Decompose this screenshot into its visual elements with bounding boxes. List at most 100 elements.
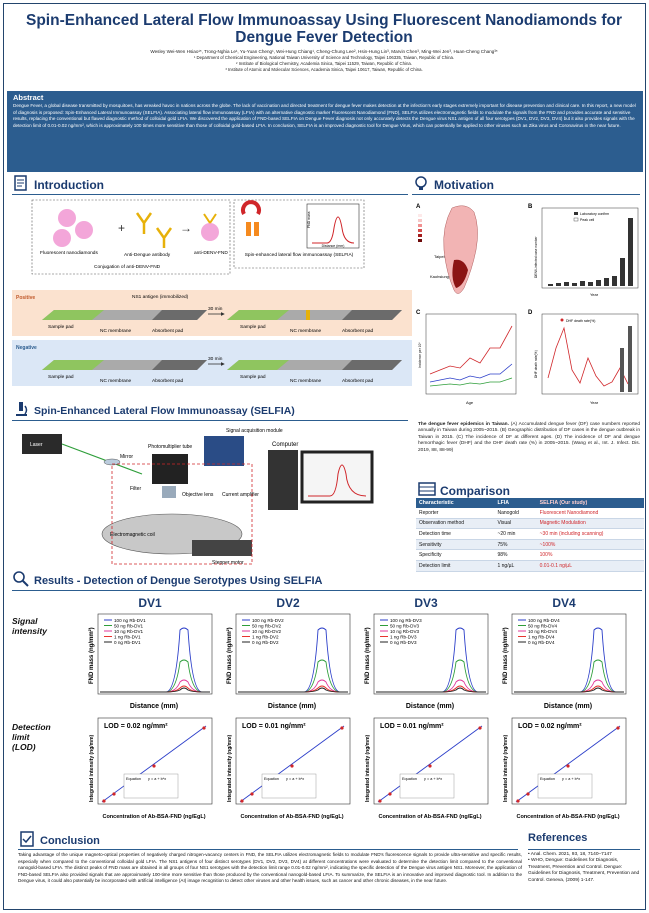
signal-plot-dv3: Distance (mm) FND mass (ng/mm²) 100 ng Rb-… [364,613,489,710]
panel-d-label: D [528,310,533,316]
lod-point [478,726,482,730]
equation-text: y = a + b*x [562,777,580,781]
poster: Spin-Enhanced Lateral Flow Immunoassay U… [3,3,646,910]
signal-series-line [514,687,624,693]
lod-point [250,792,254,796]
selfia-setup-diagram: Laser Mirror Photomultiplier tube Signal… [22,428,374,566]
panel-b-bars [548,218,633,286]
col-selfia: SELFIA (Our study) [536,498,644,508]
time-label-positive: 30 min [208,306,223,312]
sample-pad-label: Sample pad [48,324,74,330]
introduction-rule [12,194,408,195]
lod-point [290,764,294,768]
panel-c-xlabel: Age [466,400,474,405]
signal-plot-dv4: Distance (mm) FND mass (ng/mm²) 100 ng Rb-… [502,613,627,710]
selfia-inset-label: Spin-enhanced lateral flow immunoassay (… [245,252,354,258]
panel-b-ylabel: DENV-infected case number [534,236,538,278]
lod-plot-dv1: LOD = 0.02 ng/mm² Equation y = a + b*x Conc… [89,717,213,820]
mirror-label: Mirror [120,454,133,460]
table-row: Detection limit 1 ng/µL 0.01-0.1 ng/µL [416,560,644,572]
lod-point [428,764,432,768]
lightbulb-gear-icon [412,174,430,195]
col-characteristic: Characteristic [416,498,495,508]
stepper-label: Stepper motor [212,560,244,566]
signal-x-label: Distance (mm) [268,703,316,710]
motivation-heading-text: Motivation [434,177,494,192]
lod-point [202,726,206,730]
results-heading-text: Results - Detection of Dengue Serotypes … [34,574,323,587]
legend-entry: 1 ng Rb-DV1 [114,635,141,640]
antibody-label: Anti-Dengue antibody [124,252,171,258]
comparison-heading-text: Comparison [440,483,511,498]
legend-entry: 50 ng Rb-DV4 [528,624,558,629]
table-row: Observation method Visual Magnetic Modulat… [416,518,644,530]
stepper-motor [192,540,252,556]
signal-x-label: Distance (mm) [406,703,454,710]
time-label-negative: 30 min [208,356,223,362]
anti-dengue-fnd-icon [201,223,219,241]
lod-x-label: Concentration of Ab-BSA-FND (ng/EgL) [240,814,343,820]
signal-intensity-label: Signal intensity [12,616,47,636]
legend-entry: 10 ng Rb-DV2 [252,629,282,634]
signal-module-label: Signal acquisition module [226,428,283,434]
legend-entry: 1 ng Rb-DV4 [528,635,555,640]
lod-x-label: Concentration of Ab-BSA-FND (ng/EgL) [102,814,205,820]
lod-plot-dv3: LOD = 0.01 ng/mm² Equation y = a + b*x Conc… [365,717,489,820]
signal-series-line [100,659,210,693]
nc-membrane-label-3: NC membrane [100,378,132,384]
signal-module-device [204,436,244,466]
panel-b-xlabel: Year [590,292,599,297]
signal-series-line [238,687,348,693]
signal-x-label: Distance (mm) [544,703,592,710]
references-rule [528,849,640,850]
signal-series-line [238,659,348,693]
sample-pad-label-2: Sample pad [240,324,266,330]
lod-y-label: Integrated intensity (ng/mm) [365,734,371,802]
filter-label: Filter [130,486,141,492]
equation-label: Equation [264,777,279,781]
panel-d-ylabel: DHF death rate(%) [534,350,538,378]
selfia-inset-peak [312,216,355,244]
objective-lens-icon [162,486,176,498]
references-heading: References [528,832,587,844]
legend-entry: 0 ng Rb-DV3 [390,640,417,645]
nc-membrane-label-2: NC membrane [290,328,322,334]
legend-entry: 100 ng Rb-DV2 [252,618,284,623]
signal-series-line [514,659,624,693]
signal-y-label: FND mass (ng/mm²) [502,627,509,684]
serotype-title-dv1: DV1 [138,596,162,610]
legend-entry: 0 ng Rb-DV2 [252,640,279,645]
lod-point [616,726,620,730]
table-row: Sensitivity 75% ~100% [416,539,644,551]
legend-entry: 0 ng Rb-DV1 [114,640,141,645]
taipei-label: Taipei [434,254,445,259]
signal-y-label: FND mass (ng/mm²) [226,627,233,684]
lod-y-label: Integrated intensity (ng/mm) [227,734,233,802]
nc-membrane-label: NC membrane [100,328,132,334]
lod-value: LOD = 0.02 ng/mm² [518,723,582,730]
col-lfia: LFIA [494,498,537,508]
conjugation-label: Conjugation of anti-DENV-FND [94,264,161,270]
absorbent-pad-label-2: Absorbent pad [342,328,374,334]
reference-item: • Anal. Chem. 2021, 93, 18, 7140–7147 [528,852,612,857]
absorbent-pad-label-4: Absorbent pad [342,378,374,384]
legend-entry: 50 ng Rb-DV2 [252,624,282,629]
affiliation-1: ¹ Department of Chemical Engineering, Na… [193,55,455,60]
comparison-table: Characteristic LFIA SELFIA (Our study) R… [416,498,644,572]
strip-positive-after [227,310,402,320]
signal-y-label: FND mass (ng/mm²) [364,627,371,684]
signal-series-line [100,679,210,693]
absorbent-pad-label: Absorbent pad [152,328,184,334]
table-row: Detection time ~20 min ~30 min (including … [416,528,644,540]
panel-d-bars [620,326,632,392]
lod-value: LOD = 0.01 ng/mm² [380,723,444,730]
lod-point [152,764,156,768]
sample-pad-label-4: Sample pad [240,374,266,380]
conclusion-text: Taking advantage of the unique magneto-o… [18,852,522,883]
lod-value: LOD = 0.02 ng/mm² [104,723,168,730]
poster-header: Spin-Enhanced Lateral Flow Immunoassay U… [4,4,644,90]
photomultiplier-label: Photomultiplier tube [148,444,192,450]
lod-row-label: Detection limit (LOD) [12,722,51,752]
photomultiplier-device [152,454,188,484]
signal-series-line [238,679,348,693]
